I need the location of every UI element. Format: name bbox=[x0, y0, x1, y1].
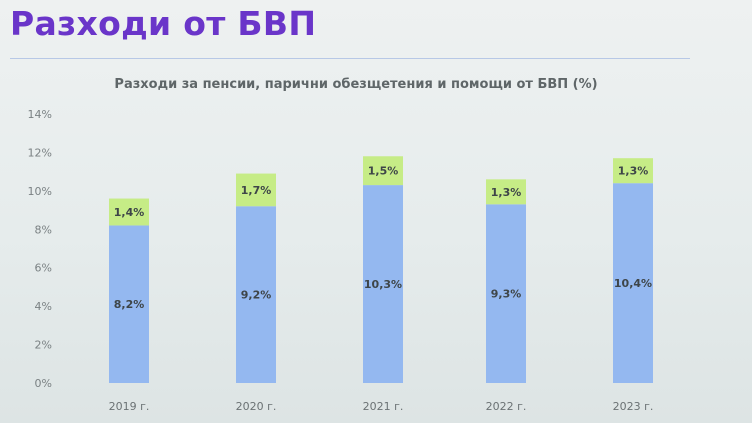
data-label: 1,5% bbox=[368, 165, 399, 178]
x-category-label: 2020 г. bbox=[236, 400, 277, 413]
bar-segment-top bbox=[363, 156, 403, 186]
x-category-label: 2023 г. bbox=[613, 400, 654, 413]
data-label: 8,2% bbox=[114, 298, 145, 311]
y-tick-label: 10% bbox=[28, 185, 52, 198]
x-category-label: 2021 г. bbox=[363, 400, 404, 413]
y-tick-label: 6% bbox=[35, 262, 52, 275]
bar-segment-main bbox=[363, 185, 403, 383]
chart-title: Разходи за пенсии, парични обезщетения и… bbox=[114, 77, 598, 92]
y-tick-label: 14% bbox=[28, 108, 52, 121]
bar-segment-top bbox=[236, 173, 276, 207]
title-divider bbox=[10, 58, 690, 59]
x-category-label: 2022 г. bbox=[486, 400, 527, 413]
y-tick-label: 4% bbox=[35, 300, 52, 313]
bar-segment-main bbox=[236, 206, 276, 383]
bar-segment-top bbox=[486, 179, 526, 205]
y-tick-label: 8% bbox=[35, 223, 52, 236]
bar-segment-main bbox=[486, 204, 526, 383]
data-label: 1,7% bbox=[241, 184, 272, 197]
bar-segment-top bbox=[109, 198, 149, 226]
slide-title: Разходи от БВП bbox=[10, 4, 317, 43]
data-label: 1,4% bbox=[114, 206, 145, 219]
x-category-label: 2019 г. bbox=[109, 400, 150, 413]
y-tick-label: 0% bbox=[35, 377, 52, 390]
data-label: 10,3% bbox=[364, 278, 402, 291]
data-label: 10,4% bbox=[614, 277, 652, 290]
data-label: 9,3% bbox=[491, 288, 522, 301]
bar-segment-main bbox=[109, 225, 149, 383]
bar-segment-main bbox=[613, 183, 653, 383]
data-label: 1,3% bbox=[491, 186, 522, 199]
bar-segment-top bbox=[613, 158, 653, 184]
y-tick-label: 12% bbox=[28, 146, 52, 159]
data-label: 1,3% bbox=[618, 165, 649, 178]
y-tick-label: 2% bbox=[35, 339, 52, 352]
data-label: 9,2% bbox=[241, 289, 272, 302]
